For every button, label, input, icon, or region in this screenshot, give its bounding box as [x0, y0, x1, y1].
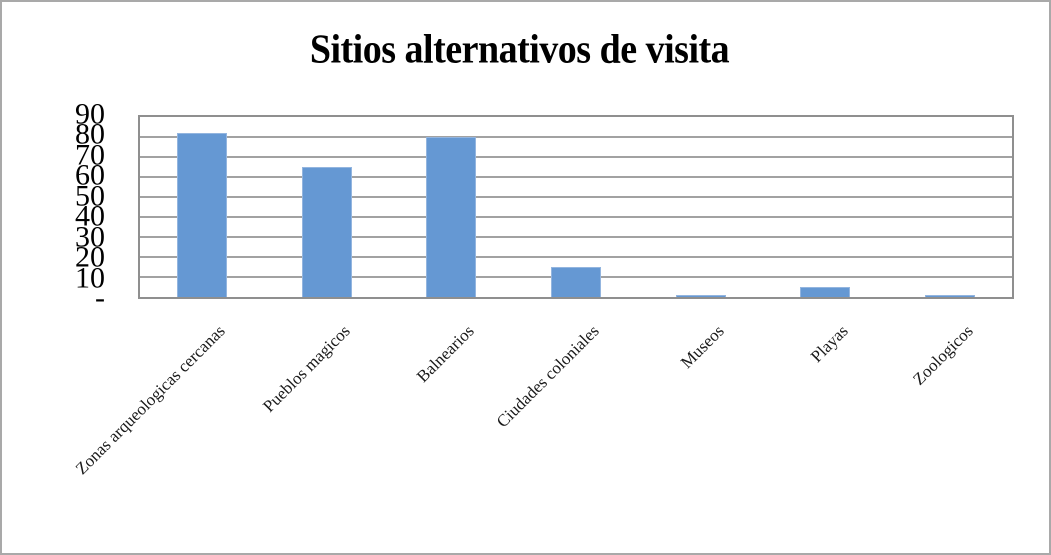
y-axis-tick-label: 40: [75, 199, 105, 233]
bar: [301, 167, 352, 297]
bar: [675, 295, 726, 297]
gridline: [140, 156, 1012, 158]
y-axis-tick-label: 90: [75, 97, 105, 131]
gridline: [140, 216, 1012, 218]
chart-title: Sitios alternativos de visita: [309, 27, 730, 73]
y-axis-tick-label: 70: [75, 138, 105, 172]
plot-area: [138, 115, 1014, 299]
y-axis-tick-label: 60: [75, 158, 105, 192]
y-axis-tick-label: 10: [75, 260, 105, 294]
bar: [800, 287, 851, 297]
gridline: [140, 196, 1012, 198]
y-axis-tick-label: 20: [75, 240, 105, 274]
bar: [924, 295, 975, 297]
y-axis-tick-label: 30: [75, 220, 105, 254]
x-axis-category-label: Zonas arqueologicas cercanas: [72, 321, 230, 479]
gridline: [140, 136, 1012, 138]
gridline: [140, 176, 1012, 178]
y-axis-tick-label: -: [95, 281, 105, 315]
y-axis-tick-label: 50: [75, 179, 105, 213]
bar: [426, 137, 477, 297]
bar: [551, 267, 601, 297]
bar: [177, 133, 228, 297]
y-axis-tick-label: 80: [75, 117, 105, 151]
gridline: [140, 236, 1012, 238]
gridline: [140, 256, 1012, 258]
